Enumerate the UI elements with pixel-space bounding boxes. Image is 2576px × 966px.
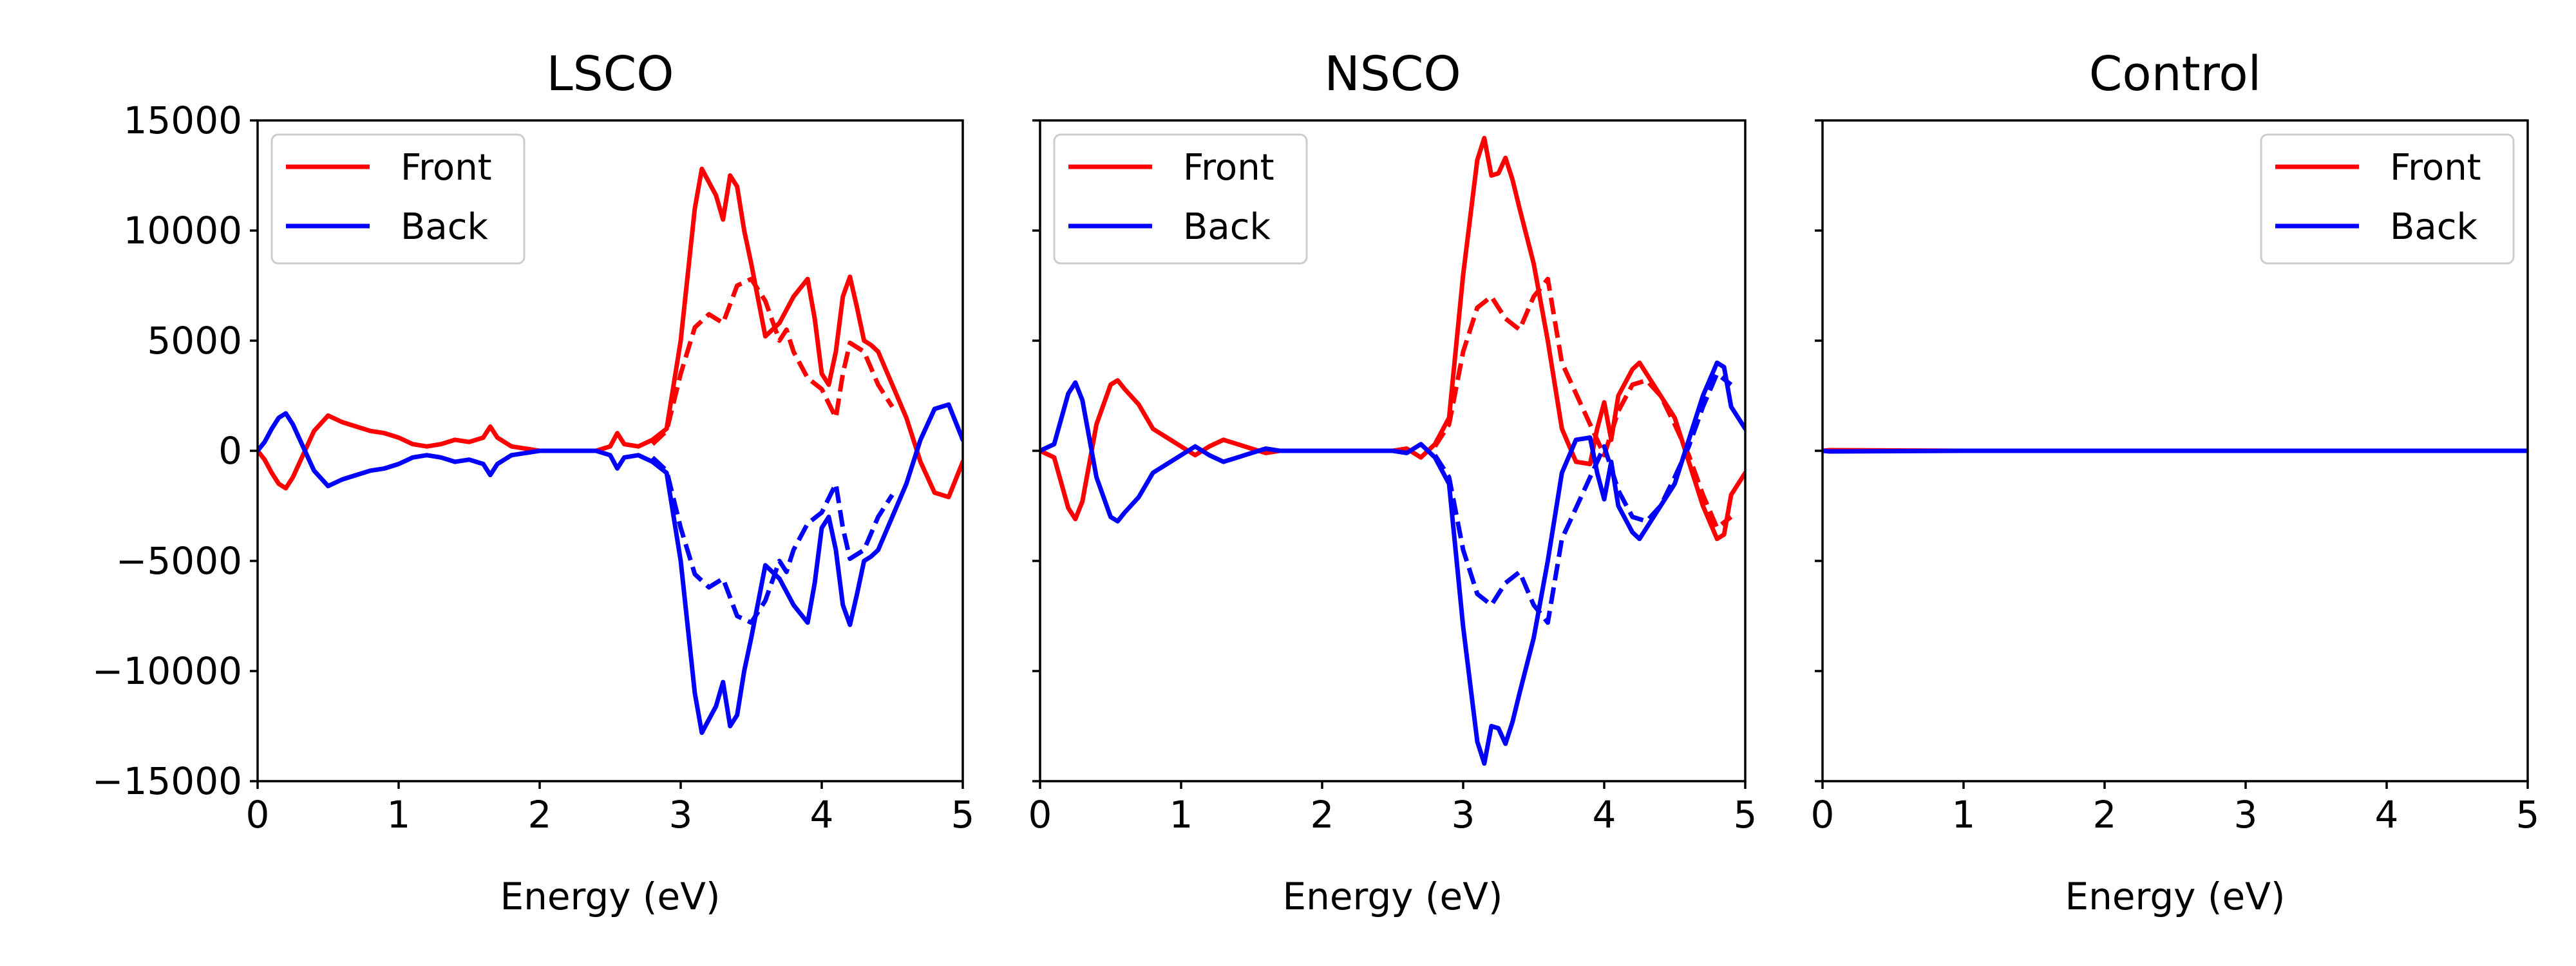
- legend: Front Back: [2260, 133, 2515, 265]
- x-tick-label: 1: [1952, 793, 1976, 837]
- legend-label-back: Back: [1183, 206, 1271, 248]
- legend: Front Back: [270, 133, 526, 265]
- y-tick-label: −10000: [92, 649, 242, 693]
- legend-label-front: Front: [1183, 147, 1274, 189]
- panel-title: LSCO: [546, 46, 674, 102]
- series-line-red-dashed: [1433, 276, 1733, 531]
- x-tick-label: 4: [1593, 793, 1616, 837]
- series-line-front: [258, 166, 963, 500]
- x-tick-label: 2: [528, 793, 552, 837]
- legend: Front Back: [1053, 133, 1308, 265]
- x-tick-label: 4: [810, 793, 834, 837]
- panel-2: NSCO 0 1 2 3 4 5 Energy (eV) Front Back: [1028, 46, 1757, 918]
- x-tick-label: 3: [1452, 793, 1475, 837]
- panel-title: Control: [2089, 46, 2262, 102]
- panel-1: LSCO 0 1 2 3 4 5 15000 10000 5000 0 −5000 −10000 −150…: [92, 46, 975, 918]
- x-tick-label: 4: [2375, 793, 2399, 837]
- x-axis-label: Energy (eV): [500, 875, 720, 918]
- series-line-back: [258, 402, 963, 735]
- y-tick-label: 5000: [147, 319, 242, 363]
- panel-title: NSCO: [1324, 46, 1461, 102]
- y-tick-label: −5000: [116, 539, 242, 583]
- x-tick-label: 0: [246, 793, 270, 837]
- legend-label-back: Back: [401, 206, 489, 248]
- series-line-blue-dashed: [1433, 371, 1733, 625]
- x-tick-label: 1: [1170, 793, 1193, 837]
- y-tick-label: −15000: [92, 759, 242, 803]
- x-tick-label: 2: [2093, 793, 2117, 837]
- x-tick-label: 5: [951, 793, 975, 837]
- series-line-red-dashed: [650, 276, 895, 446]
- x-axis-label: Energy (eV): [2065, 875, 2285, 918]
- series-line-back: [1040, 360, 1745, 766]
- x-tick-label: 0: [1028, 793, 1052, 837]
- x-axis-label: Energy (eV): [1282, 875, 1502, 918]
- y-tick-label: 10000: [123, 209, 242, 252]
- x-tick-label: 5: [1734, 793, 1757, 837]
- x-tick-label: 1: [387, 793, 411, 837]
- panel-3: Control 0 1 2 3 4 5 Energy (eV) Front Back: [1811, 46, 2540, 918]
- series-line-blue-dashed: [650, 455, 895, 625]
- legend-label-front: Front: [401, 147, 492, 189]
- x-tick-label: 2: [1311, 793, 1334, 837]
- series-line-front: [1040, 135, 1745, 542]
- legend-label-front: Front: [2390, 147, 2481, 189]
- x-tick-label: 0: [1811, 793, 1835, 837]
- x-tick-label: 3: [2234, 793, 2258, 837]
- y-tick-label: 0: [218, 429, 242, 473]
- legend-label-back: Back: [2390, 206, 2478, 248]
- x-tick-label: 3: [669, 793, 693, 837]
- x-tick-label: 5: [2516, 793, 2540, 837]
- y-tick-label: 15000: [123, 99, 242, 142]
